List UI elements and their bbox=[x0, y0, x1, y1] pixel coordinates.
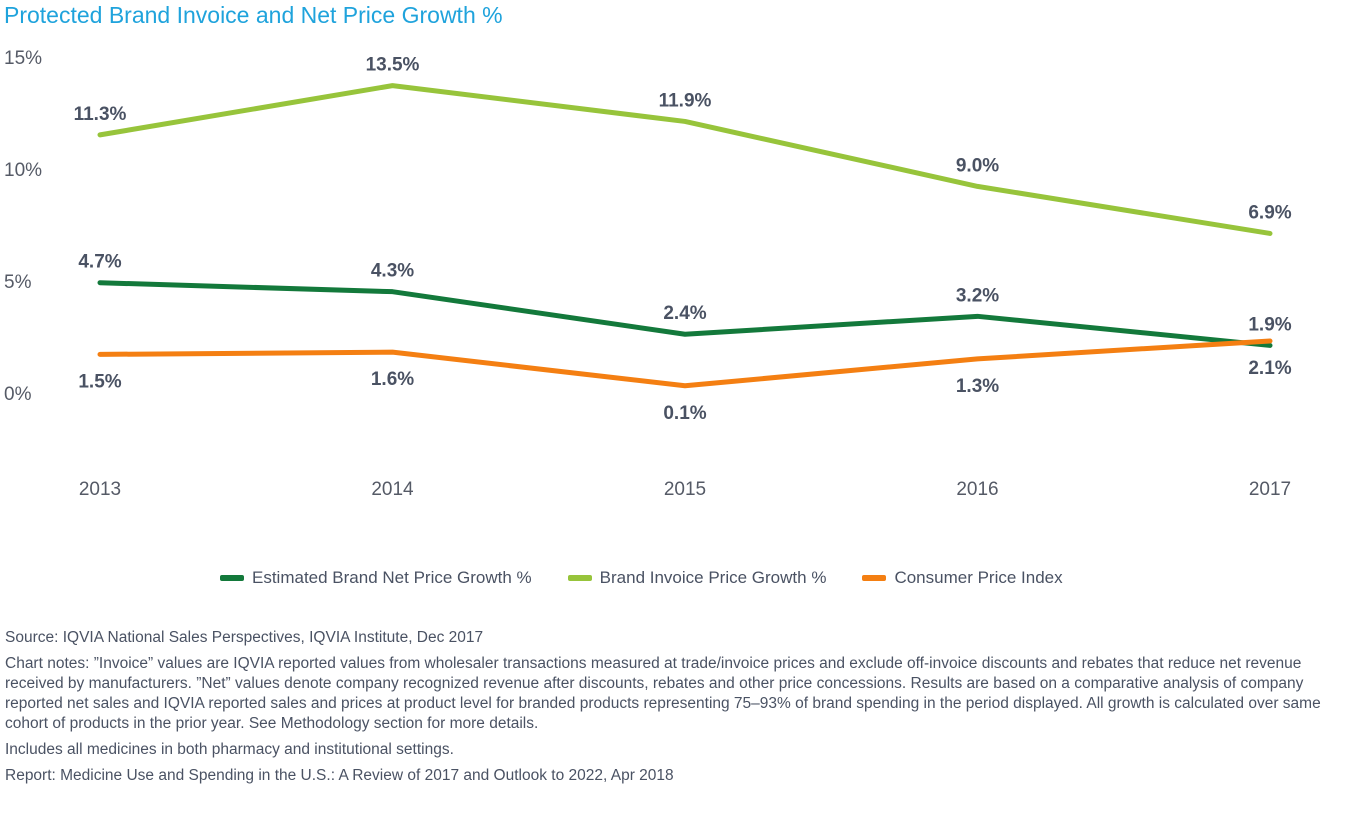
data-label: 1.9% bbox=[1248, 314, 1291, 335]
x-tick-label: 2014 bbox=[371, 479, 414, 500]
data-label: 11.9% bbox=[659, 90, 712, 111]
data-label: 1.6% bbox=[371, 369, 414, 390]
data-label: 1.3% bbox=[956, 376, 999, 397]
data-label: 2.4% bbox=[663, 303, 706, 324]
legend-label: Brand Invoice Price Growth % bbox=[599, 568, 827, 587]
data-label: 13.5% bbox=[366, 55, 420, 76]
y-tick-label: 0% bbox=[4, 384, 32, 405]
chart-title: Protected Brand Invoice and Net Price Gr… bbox=[4, 2, 503, 28]
y-tick-label: 15% bbox=[4, 48, 42, 69]
y-tick-label: 10% bbox=[4, 160, 42, 181]
data-label: 2.1% bbox=[1248, 358, 1291, 379]
legend-swatch bbox=[862, 575, 887, 581]
line-chart: 0% 5% 10% 15% 2013 2014 2015 2016 2017 4.7% 4.3% 2.… bbox=[4, 48, 1292, 500]
legend-swatch bbox=[567, 575, 592, 581]
x-tick-label: 2017 bbox=[1249, 479, 1291, 500]
legend-item-invoice: Brand Invoice Price Growth % bbox=[567, 568, 827, 588]
footnotes: Source: IQVIA National Sales Perspective… bbox=[5, 628, 1350, 792]
report-note: Report: Medicine Use and Spending in the… bbox=[5, 767, 674, 784]
series-line bbox=[97, 83, 1273, 236]
x-tick-label: 2016 bbox=[956, 479, 998, 500]
legend: Estimated Brand Net Price Growth % Brand… bbox=[220, 568, 1063, 588]
data-label: 0.1% bbox=[663, 403, 706, 424]
series-line bbox=[97, 338, 1273, 389]
data-label: 4.3% bbox=[371, 261, 414, 282]
x-tick-label: 2013 bbox=[79, 479, 121, 500]
data-label: 3.2% bbox=[956, 285, 999, 306]
data-label: 6.9% bbox=[1248, 202, 1291, 223]
includes-note: Includes all medicines in both pharmacy … bbox=[5, 741, 454, 758]
data-label: 1.5% bbox=[78, 371, 121, 392]
legend-swatch bbox=[220, 575, 244, 581]
y-tick-label: 5% bbox=[4, 272, 32, 293]
source-note: Source: IQVIA National Sales Perspective… bbox=[5, 629, 484, 646]
x-tick-label: 2015 bbox=[664, 479, 706, 500]
legend-item-net: Estimated Brand Net Price Growth % bbox=[220, 568, 532, 588]
legend-item-cpi: Consumer Price Index bbox=[862, 568, 1063, 588]
data-label: 11.3% bbox=[74, 104, 127, 125]
data-label: 9.0% bbox=[956, 155, 999, 176]
data-label: 4.7% bbox=[78, 252, 121, 273]
legend-label: Estimated Brand Net Price Growth % bbox=[252, 568, 532, 587]
series-line bbox=[97, 280, 1273, 348]
chart-notes: Chart notes: ”Invoice” values are IQVIA … bbox=[5, 655, 1321, 732]
legend-label: Consumer Price Index bbox=[894, 568, 1063, 587]
